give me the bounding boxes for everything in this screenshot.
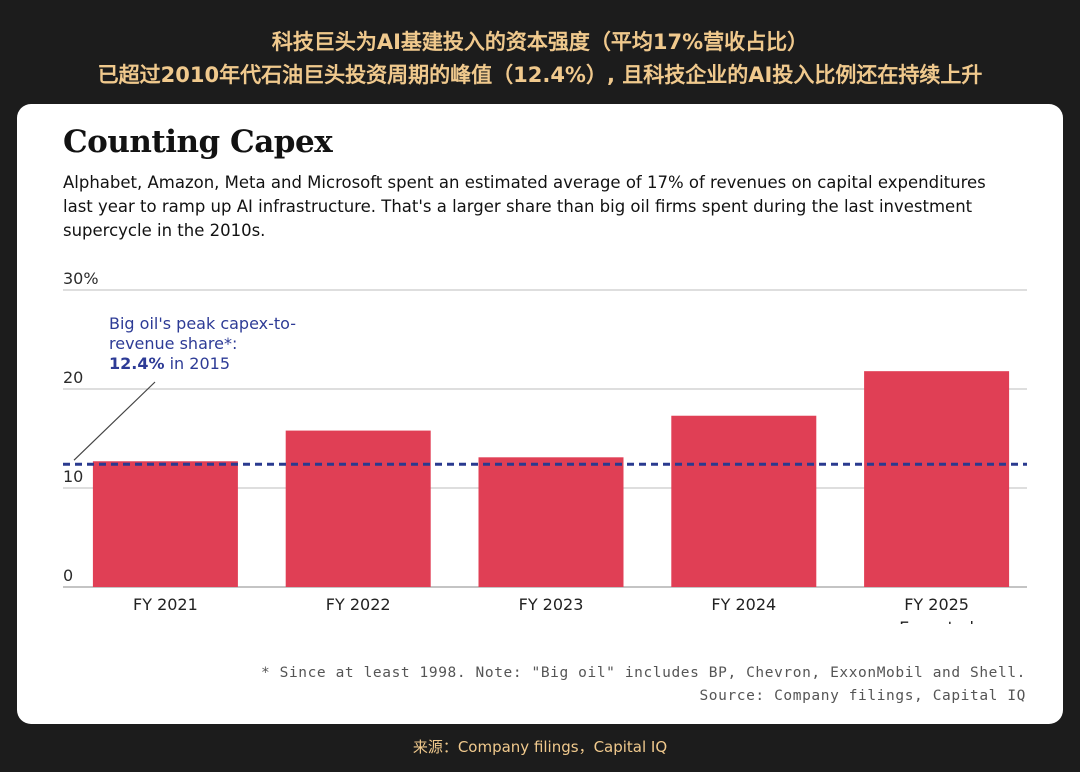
annotation-leader-line [73, 381, 156, 461]
x-tick-label: Expected [899, 618, 974, 624]
reference-year: in 2015 [165, 354, 230, 373]
x-tick-label: FY 2021 [133, 595, 198, 614]
footnote-source: Source: Company filings, Capital IQ [699, 688, 1026, 704]
y-tick-label: 10 [63, 467, 83, 486]
x-tick-label: FY 2024 [711, 595, 776, 614]
headline: 科技巨头为AI基建投入的资本强度（平均17%营收占比） 已超过2010年代石油巨… [0, 26, 1080, 92]
reference-annotation-value: 12.4% in 2015 [109, 354, 230, 373]
chart-footnote: * Since at least 1998. Note: "Big oil" i… [261, 662, 1026, 708]
x-tick-label: FY 2023 [519, 595, 584, 614]
headline-line-1: 科技巨头为AI基建投入的资本强度（平均17%营收占比） [271, 30, 809, 54]
reference-annotation-line: revenue share*: [109, 334, 237, 353]
chart-title: Counting Capex [63, 124, 333, 160]
y-tick-label: 20 [63, 368, 83, 387]
chart-card: Counting Capex Alphabet, Amazon, Meta an… [17, 104, 1063, 724]
subtitle-line-2: last year to ramp up AI infrastructure. … [63, 197, 973, 216]
x-tick-label: FY 2022 [326, 595, 391, 614]
bar [92, 461, 238, 587]
reference-value: 12.4% [109, 354, 165, 373]
bar-chart: 30% 20 10 0 FY 2021 FY 2022 FY 2023 FY 2024 FY 2… [63, 269, 1027, 624]
y-tick-label: 0 [63, 566, 73, 585]
y-tick-label: 30% [63, 269, 99, 288]
reference-annotation-line: Big oil's peak capex-to- [109, 314, 296, 333]
bar [864, 371, 1010, 587]
chart-subtitle: Alphabet, Amazon, Meta and Microsoft spe… [63, 171, 1043, 243]
bar [671, 415, 817, 587]
footnote-note: * Since at least 1998. Note: "Big oil" i… [260, 665, 1026, 681]
bar [478, 457, 624, 587]
source-caption: 来源：Company filings，Capital IQ [412, 738, 668, 756]
subtitle-line-3: supercycle in the 2010s. [63, 221, 266, 240]
headline-line-2: 已超过2010年代石油巨头投资周期的峰值（12.4%）, 且科技企业的AI投入比… [97, 63, 983, 87]
x-tick-label: FY 2025 [904, 595, 969, 614]
bar [285, 430, 431, 587]
subtitle-line-1: Alphabet, Amazon, Meta and Microsoft spe… [63, 173, 986, 192]
